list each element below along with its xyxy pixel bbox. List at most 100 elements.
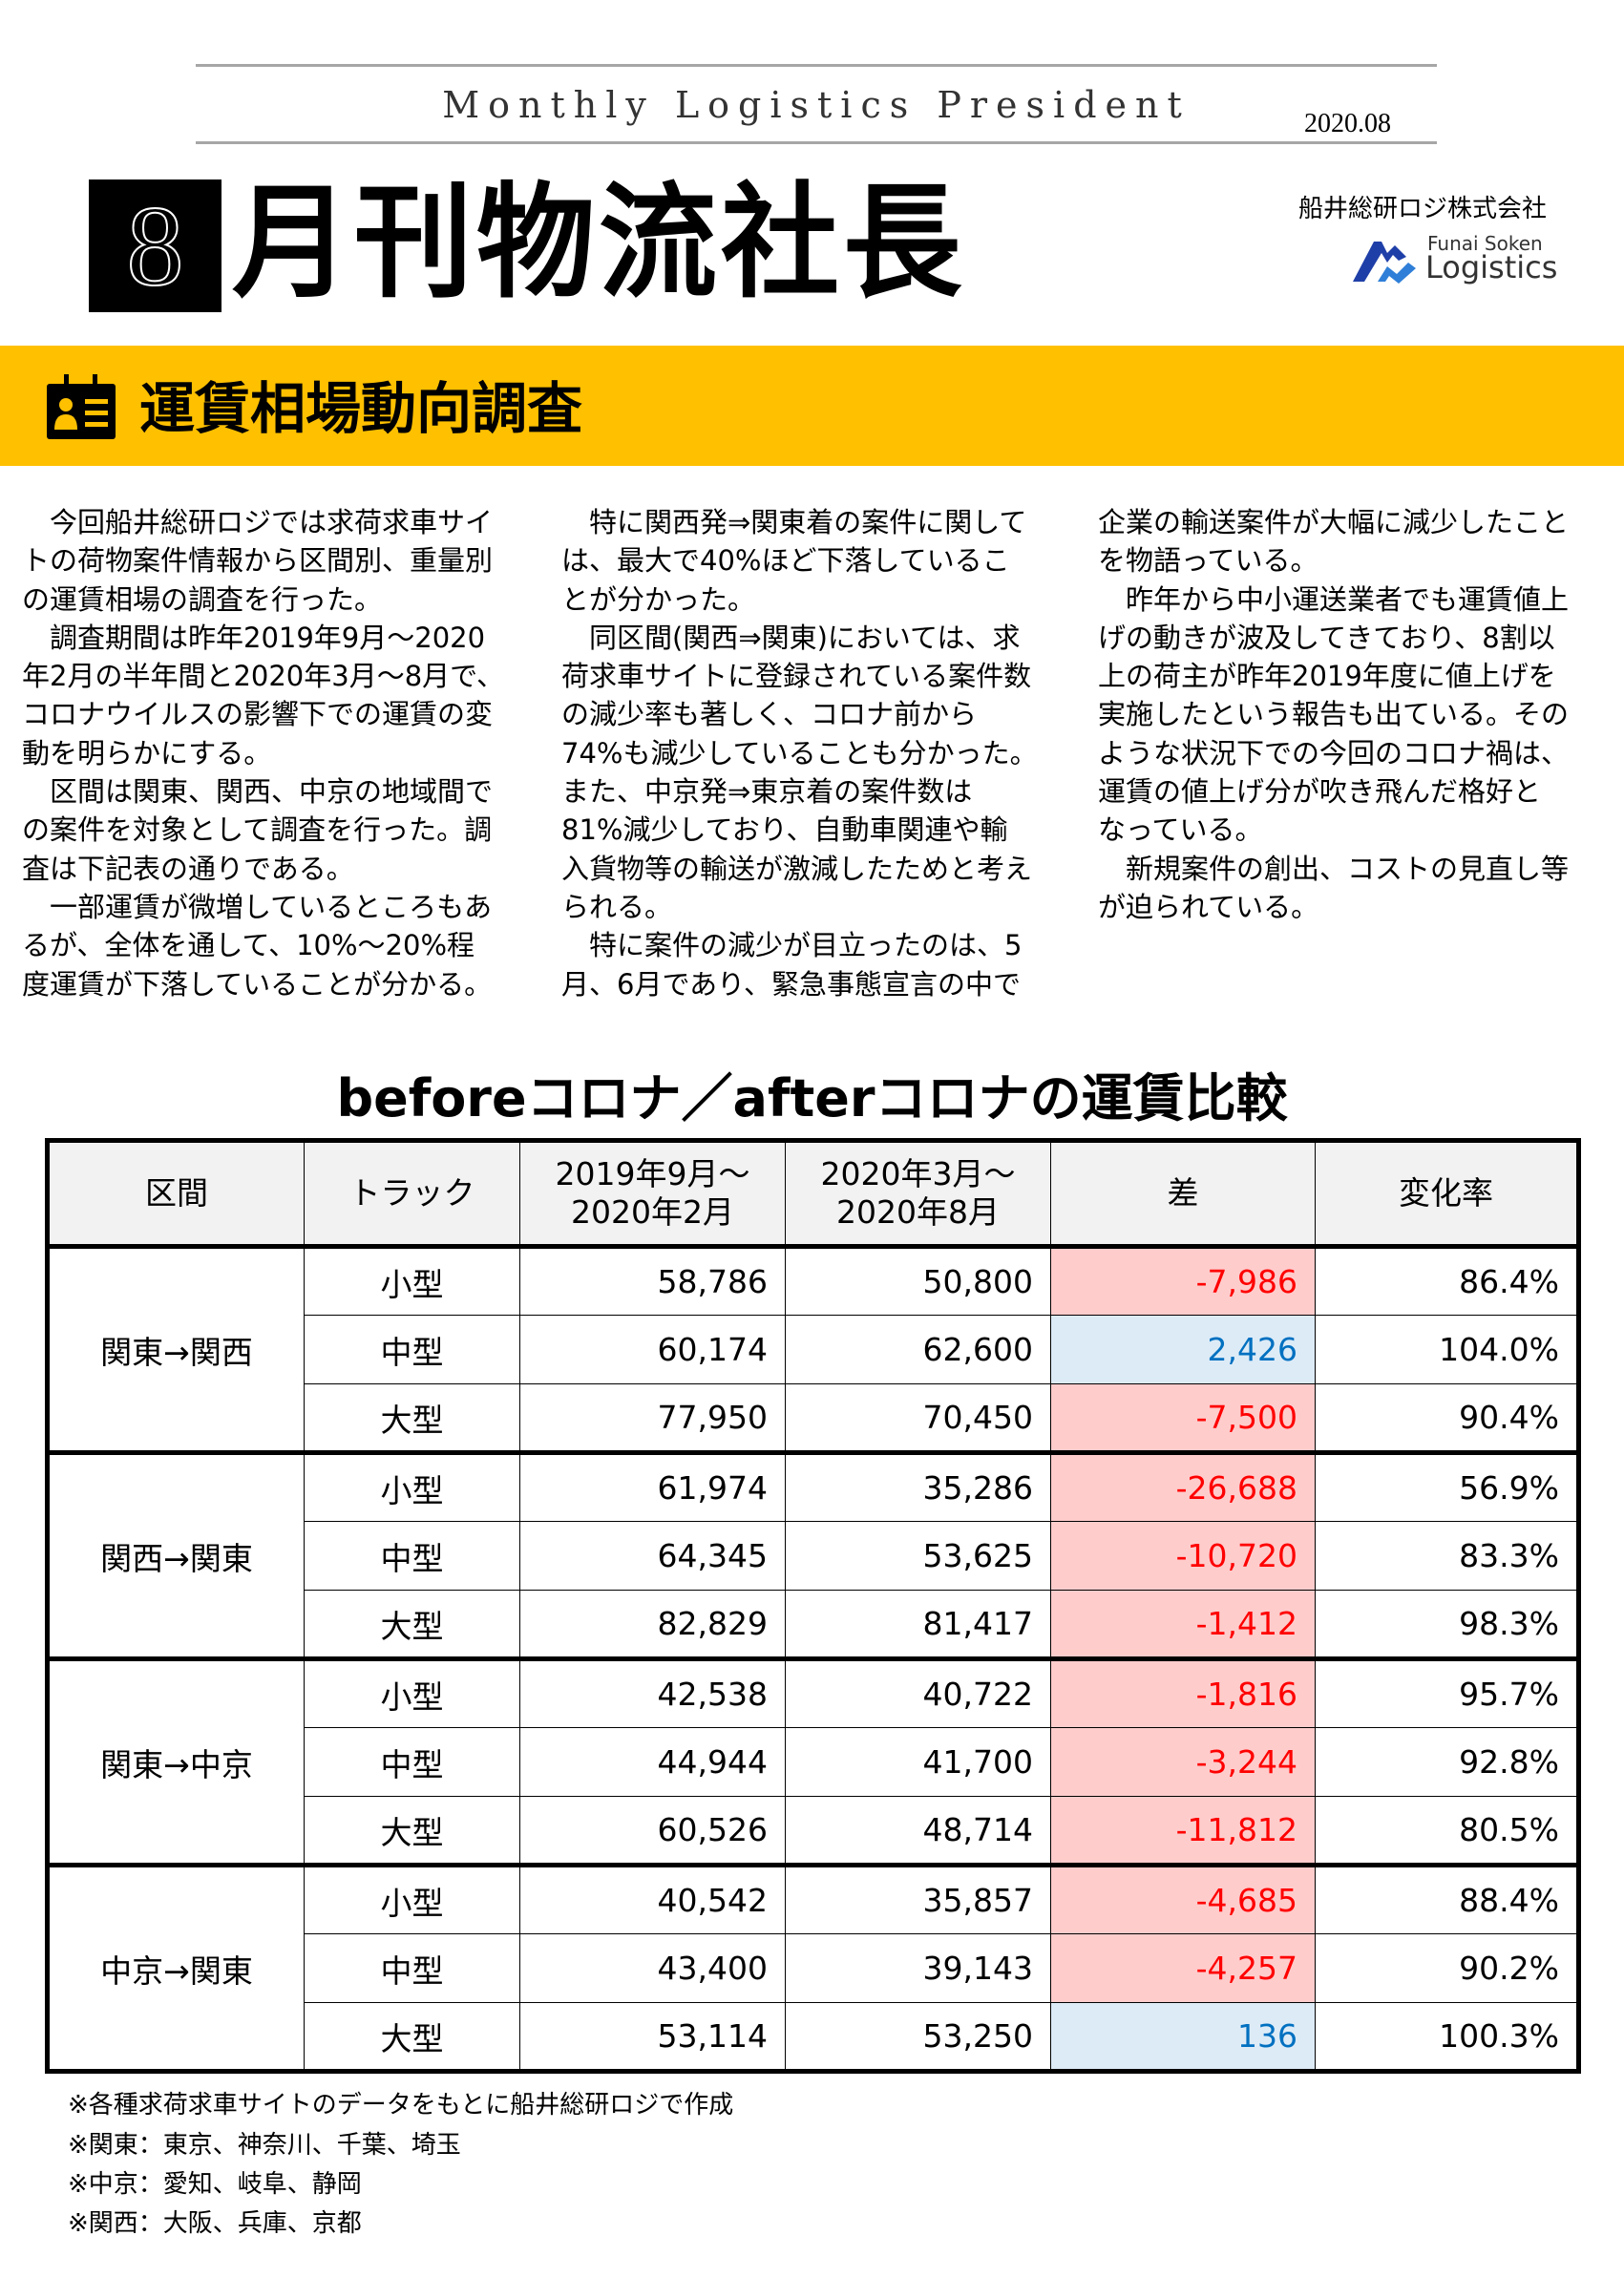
article-line: 査は下記表の通りである。 — [22, 852, 354, 885]
footnote: ※関西：大阪、兵庫、京都 — [68, 2209, 362, 2238]
article-line: なっている。 — [1098, 813, 1263, 847]
diff-cell: -1,816 — [1050, 1658, 1316, 1728]
table-row: 中型 43,400 39,143 -4,257 90.2% — [48, 1933, 1579, 2003]
table-row: 大型 77,950 70,450 -7,500 90.4% — [48, 1383, 1579, 1455]
table-row: 中型 60,174 62,600 2,426 104.0% — [48, 1315, 1579, 1384]
before-cell: 61,974 — [519, 1452, 786, 1522]
article-line: られる。 — [561, 890, 673, 923]
logo-text-top: Funai Soken — [1427, 232, 1543, 255]
issue-date: 2020.08 — [1304, 109, 1391, 138]
article-line: とが分かった。 — [561, 582, 756, 616]
article-line: 区間は関東、関西、中京の地域間で — [22, 775, 494, 809]
article-column-1: 今回船井総研ロジでは求荷求車サイ トの荷物案件情報から区間別、重量別 の運賃相場の調… — [22, 503, 504, 1003]
article-line: 調査期間は昨年2019年9月～2020 — [22, 621, 486, 654]
publication-title: 月刊物流社長 — [232, 171, 966, 316]
region-cell: 関西→関東 — [47, 1452, 305, 1661]
diff-cell: -1,412 — [1050, 1590, 1316, 1661]
before-cell: 60,174 — [519, 1315, 786, 1384]
header-rate: 変化率 — [1315, 1140, 1579, 1249]
after-cell: 53,625 — [785, 1521, 1051, 1591]
table-title: beforeコロナ／afterコロナの運賃比較 — [336, 1068, 1288, 1128]
article-line: 同区間(関西⇒関東)においては、求 — [561, 621, 1021, 654]
article-line: 企業の輸送案件が大幅に減少したこと — [1098, 506, 1570, 538]
diff-cell: -3,244 — [1050, 1727, 1316, 1797]
table-header-row: 区間 トラック 2019年9月～ 2020年2月 2020年3月～ 2020年8… — [47, 1140, 1579, 1249]
before-cell: 53,114 — [519, 2002, 786, 2074]
before-cell: 42,538 — [519, 1658, 786, 1728]
article-line: 74%も減少していることも分かった。 — [561, 736, 1038, 770]
masthead-english-title: Monthly Logistics President — [442, 84, 1191, 126]
article-line: 81%減少しており、自動車関連や輸 — [561, 813, 1008, 847]
before-cell: 64,345 — [519, 1521, 786, 1591]
diff-cell: -11,812 — [1050, 1796, 1316, 1867]
article-line: が迫られている。 — [1098, 890, 1319, 923]
article-line: 年2月の半年間と2020年3月～8月で、 — [22, 660, 504, 693]
article-line: コロナウイルスの影響下での運賃の変 — [22, 698, 494, 731]
truck-cell: 中型 — [304, 1521, 520, 1591]
truck-cell: 大型 — [304, 1796, 520, 1867]
article-line: るが、全体を通して、10%～20%程 — [22, 929, 475, 962]
article-line: を物語っている。 — [1098, 544, 1318, 578]
fare-comparison-table: 区間 トラック 2019年9月～ 2020年2月 2020年3月～ 2020年8… — [45, 1138, 1581, 2074]
diff-cell: 2,426 — [1050, 1315, 1316, 1384]
company-name: 船井総研ロジ株式会社 — [1298, 195, 1548, 223]
diff-cell: -7,500 — [1050, 1383, 1316, 1455]
header-after: 2020年3月～ 2020年8月 — [785, 1140, 1051, 1249]
region-cell: 中京→関東 — [47, 1865, 305, 2074]
article-column-2: 特に関西発⇒関東着の案件に関して は、最大で40%ほど下落しているこ とが分かった。… — [561, 503, 1038, 1003]
logo-wave-icon — [1353, 242, 1416, 284]
bottom-rule — [196, 141, 1437, 144]
section-title: 運賃相場動向調査 — [139, 376, 583, 441]
issue-number-box: 8 — [89, 179, 221, 312]
after-cell: 53,250 — [785, 2002, 1051, 2074]
article-line: の運賃相場の調査を行った。 — [22, 582, 383, 616]
truck-cell: 大型 — [304, 2002, 520, 2074]
article-line: 上の荷主が昨年2019年度に値上げを — [1098, 660, 1556, 693]
header-diff: 差 — [1050, 1140, 1316, 1249]
diff-cell: -4,685 — [1050, 1865, 1316, 1934]
rate-cell: 80.5% — [1315, 1796, 1579, 1867]
article-line: 昨年から中小運送業者でも運賃値上 — [1098, 582, 1570, 616]
before-cell: 40,542 — [519, 1865, 786, 1934]
article-line: 度運賃が下落していることが分かる。 — [22, 967, 493, 1001]
rate-cell: 56.9% — [1315, 1452, 1579, 1522]
truck-cell: 大型 — [304, 1590, 520, 1661]
after-cell: 81,417 — [785, 1590, 1051, 1661]
table-row: 大型 82,829 81,417 -1,412 98.3% — [48, 1590, 1579, 1661]
article-line: 荷求車サイトに登録されている案件数 — [561, 660, 1032, 693]
rate-cell: 92.8% — [1315, 1727, 1579, 1797]
region-cell: 関東→関西 — [47, 1246, 305, 1455]
footnote: ※中京：愛知、岐阜、静岡 — [68, 2170, 362, 2199]
article-line: 今回船井総研ロジでは求荷求車サイ — [22, 506, 494, 538]
truck-cell: 小型 — [304, 1246, 520, 1316]
after-cell: 41,700 — [785, 1727, 1051, 1797]
diff-cell: -4,257 — [1050, 1933, 1316, 2003]
truck-cell: 小型 — [304, 1658, 520, 1728]
table-row: 大型 60,526 48,714 -11,812 80.5% — [48, 1796, 1579, 1867]
header-truck: トラック — [304, 1140, 520, 1249]
rate-cell: 83.3% — [1315, 1521, 1579, 1591]
article-line: 一部運賃が微増しているところもあ — [22, 890, 493, 923]
article-line: 運賃の値上げ分が吹き飛んだ格好と — [1098, 775, 1542, 809]
after-cell: 40,722 — [785, 1658, 1051, 1728]
truck-cell: 大型 — [304, 1383, 520, 1455]
header-region: 区間 — [47, 1140, 305, 1249]
rate-cell: 88.4% — [1315, 1865, 1579, 1934]
company-logo: Funai Soken Logistics — [1349, 232, 1564, 285]
article-line: 月、6月であり、緊急事態宣言の中で — [561, 967, 1022, 1001]
after-cell: 35,857 — [785, 1865, 1051, 1934]
diff-cell: -10,720 — [1050, 1521, 1316, 1591]
after-cell: 35,286 — [785, 1452, 1051, 1522]
before-cell: 60,526 — [519, 1796, 786, 1867]
rate-cell: 104.0% — [1315, 1315, 1579, 1384]
after-cell: 50,800 — [785, 1246, 1051, 1316]
diff-cell: -7,986 — [1050, 1246, 1316, 1316]
rate-cell: 90.2% — [1315, 1933, 1579, 2003]
rate-cell: 100.3% — [1315, 2002, 1579, 2074]
rate-cell: 98.3% — [1315, 1590, 1579, 1661]
diff-cell: -26,688 — [1050, 1452, 1316, 1522]
after-cell: 39,143 — [785, 1933, 1051, 2003]
truck-cell: 小型 — [304, 1452, 520, 1522]
logo-text-bottom: Logistics — [1425, 249, 1558, 285]
table-row: 中型 64,345 53,625 -10,720 83.3% — [48, 1521, 1579, 1591]
